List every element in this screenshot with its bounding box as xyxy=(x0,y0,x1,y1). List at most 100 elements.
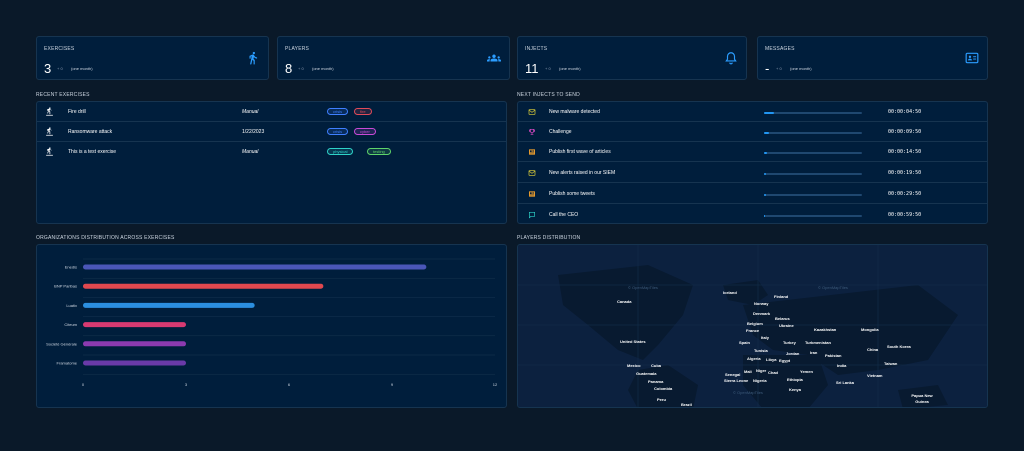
exercise-row[interactable]: This is a test exercise Manual physical … xyxy=(37,142,506,162)
exercise-row[interactable]: Ransomware attack 1/22/2023 crisis cyber xyxy=(37,122,506,142)
newspaper-icon xyxy=(529,191,535,197)
inject-countdown: 00:00:04:50 xyxy=(888,109,922,115)
exercise-icon xyxy=(46,107,53,116)
exercise-name: Ransomware attack xyxy=(68,129,113,135)
kpi-title: EXERCISES xyxy=(44,46,75,52)
map-country-label: Chad xyxy=(768,370,778,375)
map-country-label: Ukraine xyxy=(779,323,794,328)
exercise-tag[interactable]: physical xyxy=(327,148,354,155)
chart-bar[interactable] xyxy=(83,341,186,347)
map-country-label: Spain xyxy=(739,340,750,345)
next-injects-panel: New malware detected 00:00:04:50 Challen… xyxy=(517,101,988,224)
map-country-label: Iceland xyxy=(723,290,737,295)
orgs-bar-chart: Enedis BNP Paribas Luatix Citeum Société Gén… xyxy=(46,258,498,387)
map-country-label: Kenya xyxy=(789,387,802,392)
inject-row[interactable]: Call the CEO 00:00:59:50 xyxy=(518,205,987,225)
map-country-label: Yemen xyxy=(800,369,813,374)
map-country-label: Norway xyxy=(754,301,769,306)
inject-row[interactable]: Publish first wave of articles 00:00:14:… xyxy=(518,142,987,162)
exercise-tag[interactable]: crisis xyxy=(327,128,349,135)
inject-progress xyxy=(764,173,862,175)
kpi-card-messages: MESSAGES - + 0 (one month) xyxy=(757,36,988,80)
map-country-label: Guatemala xyxy=(636,371,657,376)
map-country-label: Tunisia xyxy=(754,348,768,353)
exercise-tag[interactable]: crisis xyxy=(327,108,349,115)
exercise-date: Manual xyxy=(242,149,259,155)
inject-countdown: 00:00:19:50 xyxy=(888,170,922,176)
inject-progress-fill xyxy=(764,173,766,175)
newspaper-icon xyxy=(529,149,535,155)
kpi-title: INJECTS xyxy=(525,46,548,52)
kpi-card-players: PLAYERS 8 + 0 (one month) xyxy=(277,36,510,80)
email-icon xyxy=(528,109,536,115)
map-country-label: Mongolia xyxy=(861,327,879,332)
exercise-name: This is a test exercise xyxy=(68,149,117,155)
inject-row[interactable]: New malware detected 00:00:04:50 xyxy=(518,102,987,122)
chart-bar[interactable] xyxy=(83,283,324,289)
inject-progress-fill xyxy=(764,132,769,134)
map-country-label: Senegal xyxy=(725,372,741,377)
inject-progress xyxy=(764,132,862,134)
map-attribution: © OpenMapTiles xyxy=(628,285,658,290)
exercise-tag[interactable]: testing xyxy=(367,148,391,155)
kpi-delta: + 0 xyxy=(776,66,782,71)
map-attribution: © OpenMapTiles xyxy=(818,285,848,290)
exercise-tag[interactable]: cyber xyxy=(354,128,376,135)
chart-tick-label: 0 xyxy=(82,382,85,387)
map-country-label: India xyxy=(837,363,847,368)
map-country-label: Sri Lanka xyxy=(836,380,855,385)
recent-exercises-panel: Fire drill Manual crisis fire Ransomware… xyxy=(36,101,507,224)
inject-row[interactable]: Publish some tweets 00:00:29:50 xyxy=(518,184,987,204)
chart-category-label: BNP Paribas xyxy=(54,284,77,289)
map-country-label: Turkey xyxy=(783,340,796,345)
map-country-label: Nigeria xyxy=(753,378,767,383)
exercise-name: Fire drill xyxy=(68,109,86,115)
map-country-label: Pakistan xyxy=(825,353,842,358)
exercise-tag[interactable]: fire xyxy=(354,108,372,115)
map-country-label: Belarus xyxy=(775,316,790,321)
chart-category-label: Luatix xyxy=(66,303,77,308)
map-country-label: China xyxy=(867,347,879,352)
kpi-value: - xyxy=(765,61,770,76)
map-country-label: Kazakhstan xyxy=(814,327,837,332)
map-country-label: Turkmenistan xyxy=(805,340,831,345)
map-country-label: Libya xyxy=(766,357,777,362)
players-map-panel[interactable]: © OpenMapTiles © OpenMapTiles © OpenMapT… xyxy=(517,244,988,408)
exercise-date: Manual xyxy=(242,109,259,115)
email-icon xyxy=(528,170,536,176)
map-country-label: Niger xyxy=(756,368,767,373)
chart-bar[interactable] xyxy=(83,322,186,328)
kpi-period: (one month) xyxy=(559,66,581,71)
chart-bar[interactable] xyxy=(83,360,186,366)
exercise-icon xyxy=(46,127,53,136)
runner-icon xyxy=(249,51,258,65)
map-country-label: Papua New Guinea xyxy=(911,393,933,404)
inject-name: Publish some tweets xyxy=(549,191,595,197)
map-country-label: Iran xyxy=(810,350,818,355)
map-country-label: Vietnam xyxy=(867,373,883,378)
inject-row[interactable]: Challenge 00:00:09:50 xyxy=(518,122,987,142)
inject-progress-fill xyxy=(764,152,767,154)
orgs-chart-panel: Enedis BNP Paribas Luatix Citeum Société Gén… xyxy=(36,244,507,408)
map-country-label: Panama xyxy=(648,379,664,384)
kpi-value: 8 xyxy=(285,61,293,76)
chart-bar[interactable] xyxy=(83,302,255,308)
inject-countdown: 00:00:29:50 xyxy=(888,191,922,197)
map-attribution: © OpenMapTiles xyxy=(733,390,763,395)
kpi-period: (one month) xyxy=(790,66,812,71)
map-country-label: Ethiopia xyxy=(787,377,803,382)
world-map xyxy=(518,245,987,407)
inject-progress xyxy=(764,215,862,217)
inject-countdown: 00:00:59:50 xyxy=(888,212,922,218)
inject-name: Publish first wave of articles xyxy=(549,149,611,155)
map-country-label: Algeria xyxy=(747,356,761,361)
chart-bar[interactable] xyxy=(83,264,427,270)
map-country-label: Brazil xyxy=(681,402,692,407)
inject-row[interactable]: New alerts raised in our SIEM 00:00:19:5… xyxy=(518,163,987,183)
inject-name: Challenge xyxy=(549,129,572,135)
inject-progress-fill xyxy=(764,215,765,217)
exercise-row[interactable]: Fire drill Manual crisis fire xyxy=(37,102,506,122)
kpi-card-exercises: EXERCISES 3 + 0 (one month) xyxy=(36,36,269,80)
contact-card-icon xyxy=(965,52,979,64)
map-country-label: Sierra Leone xyxy=(724,378,749,383)
